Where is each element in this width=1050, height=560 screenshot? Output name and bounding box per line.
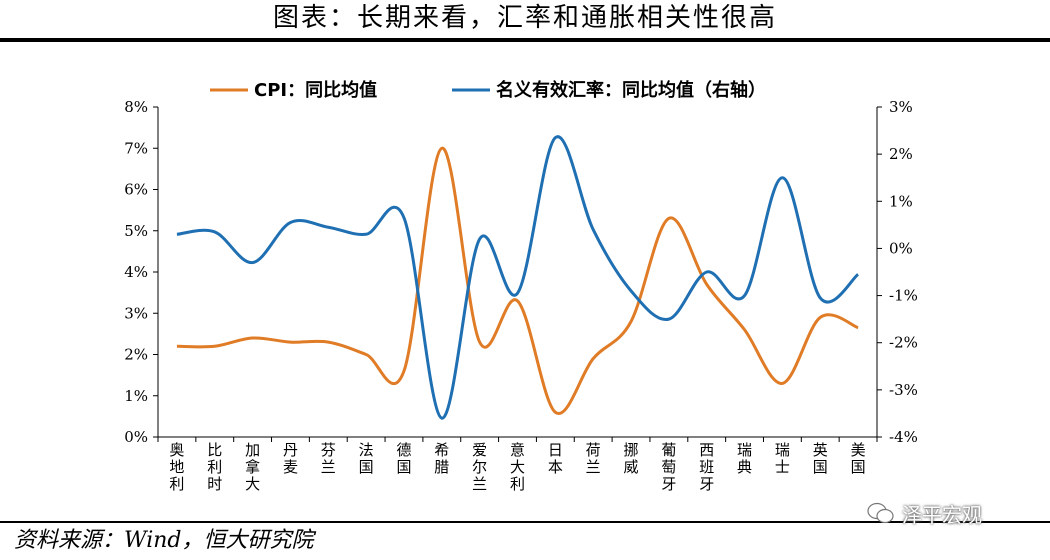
x-category-label: 瑞典: [737, 441, 752, 476]
x-category-label: 爱尔兰: [472, 441, 487, 493]
x-category-label: 西班牙: [699, 441, 714, 493]
x-category-label: 挪威: [624, 441, 639, 476]
y-left-tick-label: 3%: [124, 304, 148, 322]
x-category-label: 加拿大: [245, 441, 260, 493]
x-category-label: 荷兰: [586, 441, 601, 476]
y-left-tick-label: 4%: [124, 263, 148, 281]
title-rule: [0, 38, 1050, 42]
source-note: 资料来源：Wind，恒大研究院: [14, 528, 314, 553]
x-category-label: 丹麦: [283, 441, 298, 476]
wechat-icon: [867, 502, 894, 524]
x-category-label: 法国: [359, 441, 374, 476]
y-right-tick-label: 0%: [889, 239, 913, 257]
chart-series: [176, 135, 860, 420]
series-line-cpi: [176, 146, 859, 415]
x-category-label: 德国: [396, 441, 411, 476]
y-right-tick-label: -4%: [889, 428, 918, 446]
x-category-label: 日本: [548, 441, 563, 476]
y-right-tick-label: 3%: [889, 98, 913, 116]
source-rule: [0, 521, 1050, 523]
x-category-label: 葡萄牙: [661, 441, 676, 493]
y-right-tick-label: -2%: [889, 334, 918, 352]
y-left-tick-label: 5%: [124, 222, 148, 240]
x-category-label: 比利时: [207, 441, 222, 493]
y-left-tick-label: 2%: [124, 346, 148, 364]
y-right-tick-label: -3%: [889, 381, 918, 399]
y-left-tick-label: 1%: [124, 387, 148, 405]
legend: CPI：同比均值 名义有效汇率：同比均值（右轴）: [210, 79, 766, 101]
x-category-label: 希腊: [434, 441, 449, 476]
series-line-neer: [176, 135, 860, 420]
x-category-label: 奥地利: [169, 441, 184, 493]
legend-label-neer: 名义有效汇率：同比均值（右轴）: [496, 79, 766, 101]
legend-label-cpi: CPI：同比均值: [254, 79, 377, 101]
x-category-label: 瑞士: [775, 441, 790, 476]
x-category-label: 英国: [813, 441, 828, 476]
y-right-tick-label: -1%: [889, 287, 918, 305]
y-right-tick-label: 1%: [889, 192, 913, 210]
y-left-tick-label: 8%: [124, 98, 148, 116]
y-left-tick-label: 0%: [124, 428, 148, 446]
x-category-label: 意大利: [510, 441, 525, 493]
y-left-tick-label: 6%: [124, 181, 148, 199]
x-category-label: 美国: [851, 441, 866, 476]
chart-title: 图表：长期来看，汇率和通胀相关性很高: [272, 3, 777, 33]
y-right-tick-label: 2%: [889, 145, 913, 163]
watermark-text: 泽平宏观: [902, 502, 982, 527]
y-left-tick-label: 7%: [124, 139, 148, 157]
watermark: 泽平宏观: [866, 498, 982, 528]
chart-axes: 0% 1% 2% 3% 4% 5% 6% 7% 8% -4% -3% -2% -1% 0% 1% 2% 3% 奥地…: [124, 98, 918, 493]
x-category-label: 芬兰: [321, 441, 336, 476]
